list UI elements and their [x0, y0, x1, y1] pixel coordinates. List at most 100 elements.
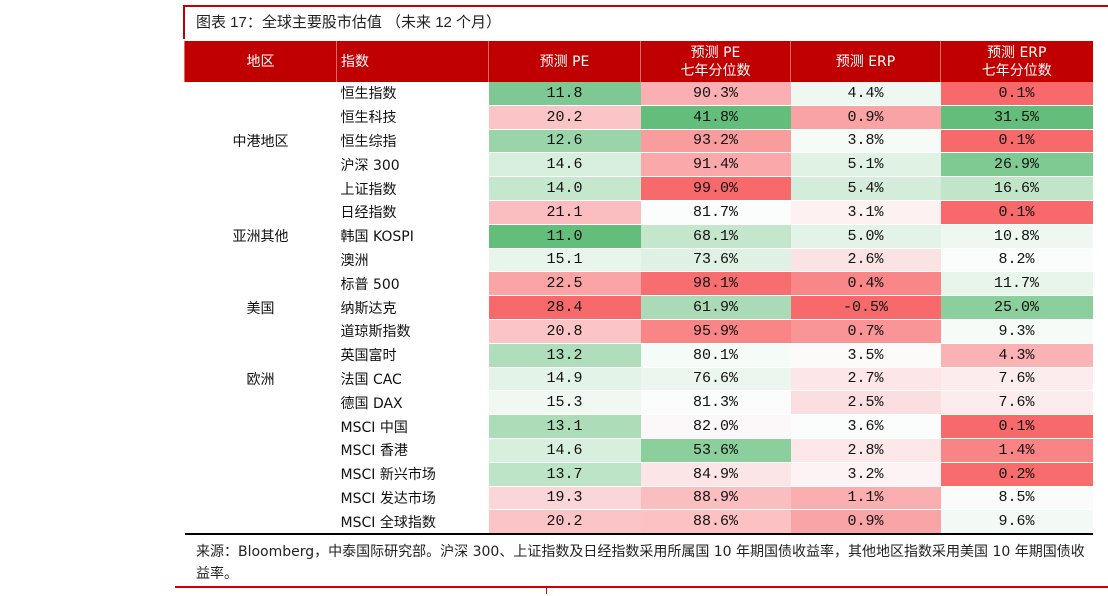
value-cell: 2.7%	[790, 367, 941, 392]
table-row: 上证指数 14.0 99.0% 5.4% 16.6%	[185, 176, 1093, 201]
source-note: 来源：Bloomberg，中泰国际研究部。沪深 300、上证指数及日经指数采用所…	[196, 544, 1085, 582]
value-cell: 3.1%	[790, 199, 941, 225]
value-cell: 5.1%	[790, 152, 941, 178]
index-name-cell: MSCI 香港	[336, 438, 489, 463]
value-cell: 14.9	[488, 367, 641, 392]
value-cell: 84.9%	[640, 462, 791, 487]
value-cell: 1.4%	[940, 438, 1093, 463]
index-name-cell: MSCI 发达市场	[336, 486, 489, 511]
region-cell: 亚洲其他	[184, 199, 337, 273]
value-cell: 88.6%	[640, 509, 791, 536]
index-name-cell: 德国 DAX	[336, 390, 489, 416]
value-cell: 19.3	[488, 486, 641, 511]
value-cell: 8.5%	[940, 486, 1093, 511]
index-name-cell: 沪深 300	[336, 152, 489, 178]
value-cell: 53.6%	[640, 438, 791, 463]
table-row: 法国 CAC 14.9 76.6% 2.7% 7.6%	[185, 367, 1093, 392]
value-cell: 9.6%	[940, 509, 1093, 536]
value-cell: 68.1%	[640, 224, 791, 249]
column-header: 预测 ERP	[790, 41, 941, 82]
value-cell: 20.8	[488, 319, 641, 344]
valuation-table: 地区 指数 预测 PE 预测 PE 七年分位数 预测 ERP 预测 ERP 七年分位数 中…	[184, 41, 1093, 536]
column-header: 预测 PE	[488, 41, 641, 82]
value-cell: 14.6	[488, 438, 641, 463]
table-row: MSCI 发达市场 19.3 88.9% 1.1% 8.5%	[185, 486, 1093, 511]
index-name-cell: 道琼斯指数	[336, 319, 489, 344]
value-cell: 2.6%	[790, 248, 941, 273]
region-cell: 欧洲	[184, 342, 337, 416]
value-cell: 26.9%	[940, 152, 1093, 178]
index-name-cell: 纳斯达克	[336, 295, 489, 320]
table-row: MSCI 全球指数 20.2 88.6% 0.9% 9.6%	[185, 509, 1093, 536]
index-name-cell: 上证指数	[336, 176, 489, 201]
value-cell: 1.1%	[790, 486, 941, 511]
value-cell: 3.6%	[790, 414, 941, 439]
value-cell: 13.7	[488, 462, 641, 487]
value-cell: 88.9%	[640, 486, 791, 511]
index-name-cell: MSCI 全球指数	[336, 509, 489, 536]
value-cell: 0.1%	[940, 129, 1093, 154]
region-cell: 中港地区	[184, 82, 337, 201]
index-name-cell: 法国 CAC	[336, 367, 489, 392]
value-cell: 3.8%	[790, 129, 941, 154]
value-cell: 11.7%	[940, 271, 1093, 297]
value-cell: 81.3%	[640, 390, 791, 416]
value-cell: 0.1%	[940, 414, 1093, 439]
value-cell: 10.8%	[940, 224, 1093, 249]
value-cell: 90.3%	[640, 82, 791, 106]
table-row: 亚洲其他 日经指数 21.1 81.7% 3.1% 0.1%	[184, 199, 1093, 273]
value-cell: 82.0%	[640, 414, 791, 439]
value-cell: 14.6	[488, 152, 641, 178]
value-cell: 14.0	[488, 176, 641, 201]
value-cell: 2.8%	[790, 438, 941, 463]
figure-title: 图表 17：全球主要股市估值 （未来 12 个月）	[196, 14, 502, 31]
value-cell: 0.9%	[790, 509, 941, 536]
table-row: MSCI 香港 14.6 53.6% 2.8% 1.4%	[185, 438, 1093, 463]
index-name-cell: MSCI 中国	[336, 414, 489, 439]
value-cell: 25.0%	[940, 295, 1093, 320]
index-name-cell: 韩国 KOSPI	[336, 224, 489, 249]
value-cell: 0.1%	[940, 82, 1093, 106]
index-name-cell: 标普 500	[336, 271, 489, 297]
value-cell: 95.9%	[640, 319, 791, 344]
column-header: 指数	[336, 41, 489, 82]
table-row: 恒生综指 12.6 93.2% 3.8% 0.1%	[185, 129, 1093, 154]
column-header: 地区	[184, 41, 337, 82]
value-cell: 0.4%	[790, 271, 941, 297]
value-cell: 41.8%	[640, 105, 791, 130]
value-cell: 98.1%	[640, 271, 791, 297]
index-name-cell: 英国富时	[336, 342, 489, 368]
table-row: 道琼斯指数 20.8 95.9% 0.7% 9.3%	[185, 319, 1093, 344]
index-name-cell: 澳洲	[336, 248, 489, 273]
region-cell: 美国	[184, 271, 337, 344]
value-cell: 91.4%	[640, 152, 791, 178]
value-cell: 0.7%	[790, 319, 941, 344]
value-cell: 9.3%	[940, 319, 1093, 344]
table-row: 欧洲 英国富时 13.2 80.1% 3.5% 4.3%	[184, 342, 1093, 416]
value-cell: 5.0%	[790, 224, 941, 249]
value-cell: 13.2	[488, 342, 641, 368]
value-cell: 81.7%	[640, 199, 791, 225]
value-cell: 22.5	[488, 271, 641, 297]
value-cell: 21.1	[488, 199, 641, 225]
value-cell: 0.9%	[790, 105, 941, 130]
value-cell: 31.5%	[940, 105, 1093, 130]
value-cell: 20.2	[488, 509, 641, 536]
index-name-cell: MSCI 新兴市场	[336, 462, 489, 487]
value-cell: -0.5%	[790, 295, 941, 320]
header-row: 地区 指数 预测 PE 预测 PE 七年分位数 预测 ERP 预测 ERP 七年分位数	[184, 41, 1093, 82]
index-name-cell: 恒生综指	[336, 129, 489, 154]
value-cell: 3.2%	[790, 462, 941, 487]
value-cell: 5.4%	[790, 176, 941, 201]
value-cell: 15.3	[488, 390, 641, 416]
value-cell: 16.6%	[940, 176, 1093, 201]
value-cell: 93.2%	[640, 129, 791, 154]
value-cell: 73.6%	[640, 248, 791, 273]
table-row: 美国 标普 500 22.5 98.1% 0.4% 11.7%	[184, 271, 1093, 344]
title-frame	[183, 5, 1108, 39]
value-cell: 61.9%	[640, 295, 791, 320]
column-header: 预测 PE 七年分位数	[640, 41, 791, 82]
table-row: 韩国 KOSPI 11.0 68.1% 5.0% 10.8%	[185, 224, 1093, 249]
table-row: 澳洲 15.1 73.6% 2.6% 8.2%	[185, 248, 1093, 273]
value-cell: 0.1%	[940, 199, 1093, 225]
